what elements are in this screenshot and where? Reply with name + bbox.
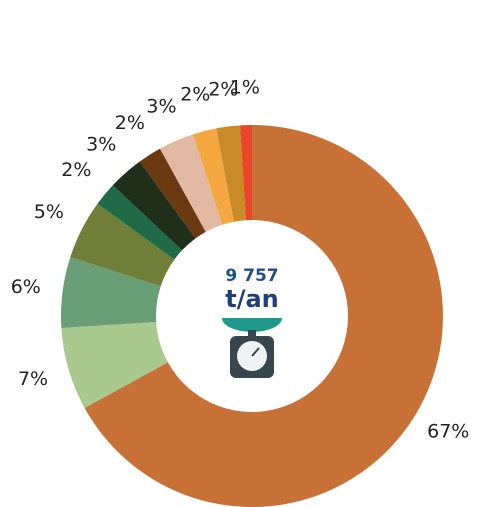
slice: [61, 322, 168, 409]
slice: [112, 161, 196, 251]
slice: [192, 128, 235, 225]
slice: [97, 185, 183, 260]
center-unit: t/an: [225, 285, 279, 313]
value-label: 7%: [18, 368, 48, 390]
value-label: 2%: [61, 159, 91, 181]
value-label: 3%: [86, 133, 116, 155]
slice: [61, 256, 161, 328]
slice: [240, 125, 252, 221]
slice: [70, 203, 175, 287]
slice: [216, 125, 246, 222]
slice: [159, 134, 223, 232]
value-label: 6%: [11, 276, 41, 298]
value-label: 2%: [208, 78, 238, 100]
value-label: 3%: [146, 95, 176, 117]
slices: [61, 125, 443, 507]
value-label: 1%: [230, 77, 260, 99]
scale-icon: [222, 318, 282, 378]
value-label: 5%: [34, 201, 64, 223]
slice: [139, 148, 206, 239]
slice: [84, 125, 443, 507]
value-label: 67%: [427, 421, 469, 443]
value-label: 2%: [115, 112, 145, 134]
center-value: 9 757: [225, 266, 278, 286]
value-label: 2%: [180, 84, 210, 106]
